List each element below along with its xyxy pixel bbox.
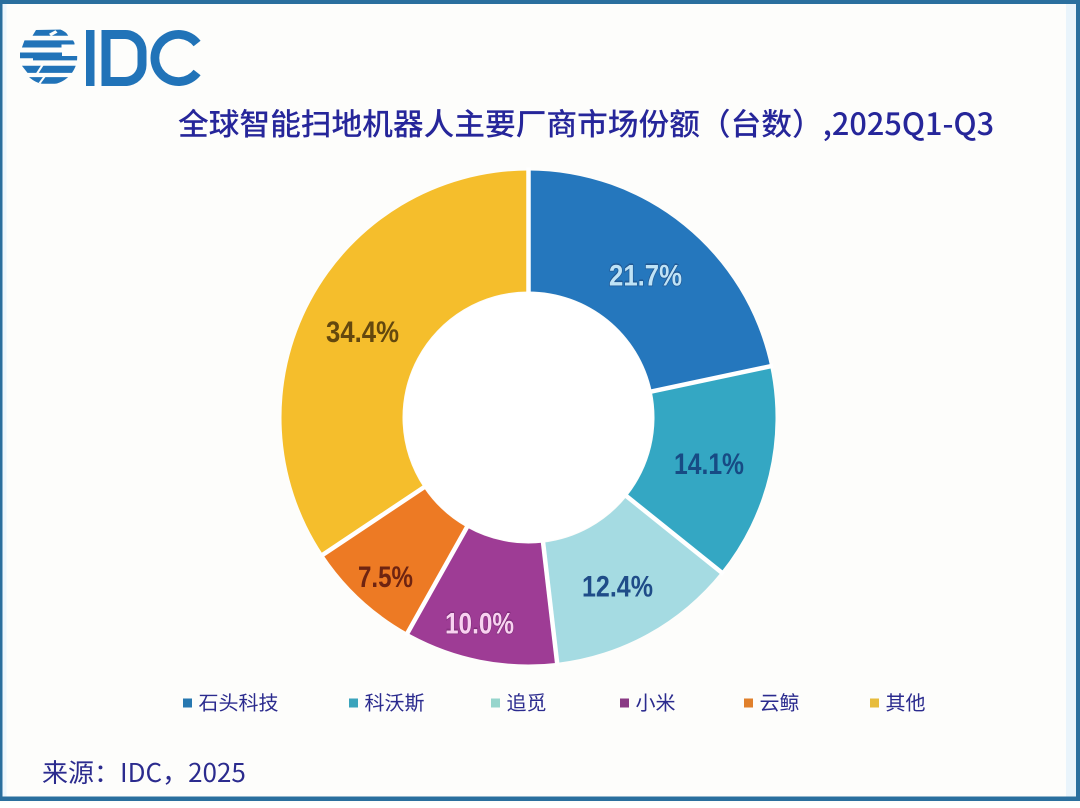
svg-text:34.4%: 34.4% [326,316,399,349]
svg-text:21.7%: 21.7% [609,257,682,290]
svg-text:10.0%: 10.0% [445,607,514,640]
svg-text:21.7%: 21.7% [609,259,682,292]
svg-text:7.5%: 7.5% [358,561,413,594]
svg-text:10.0%: 10.0% [445,605,514,638]
svg-text:14.1%: 14.1% [674,448,744,481]
svg-text:12.4%: 12.4% [582,570,653,603]
